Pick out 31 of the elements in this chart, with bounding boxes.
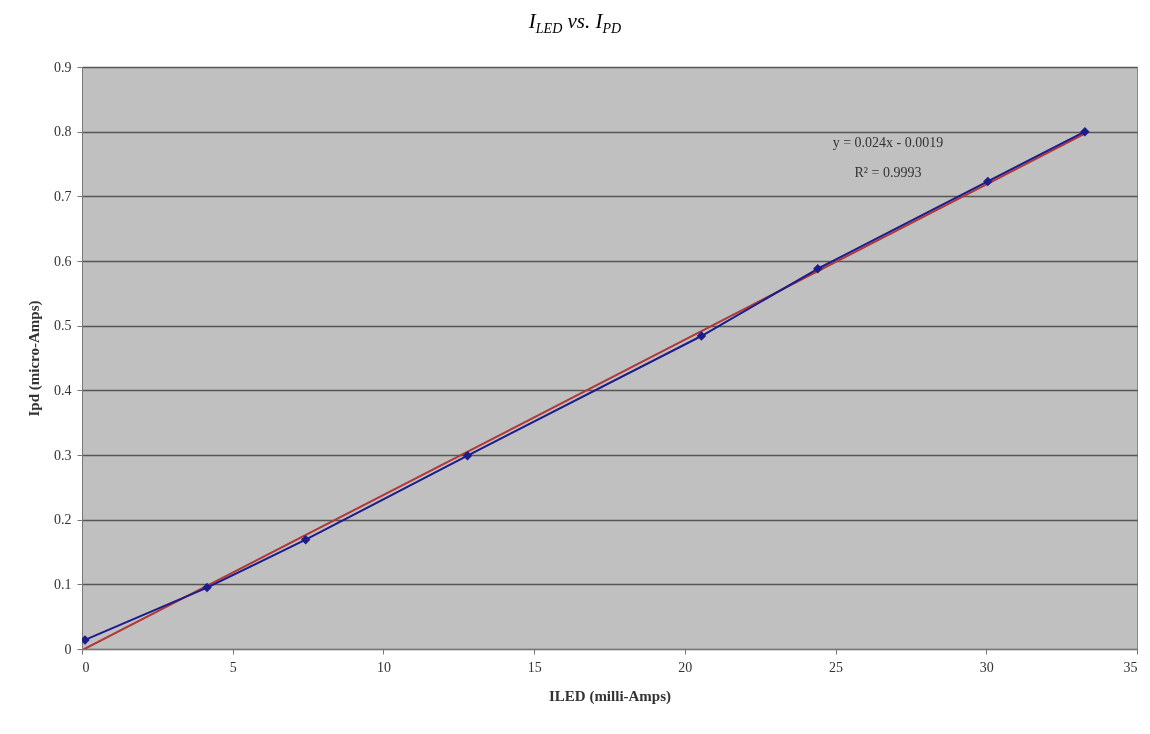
point [1080, 126, 1090, 137]
point [82, 635, 90, 645]
x-tick-label: 35 [1123, 659, 1138, 675]
annotation: y = 0.024x - 0.0019 [832, 135, 944, 150]
x-tick-label: 10 [376, 659, 391, 675]
x-tick-label: 0 [82, 659, 90, 675]
y-tick-label: 0.4 [54, 382, 72, 398]
x-tick-label: 30 [979, 659, 994, 675]
y-axis-title: Ipd (micro-Amps) [26, 300, 43, 417]
y-tick-label: 0.5 [54, 318, 72, 334]
point [983, 176, 993, 187]
point [696, 331, 707, 341]
point [202, 582, 212, 593]
x-tick-label: 25 [829, 659, 844, 675]
chart-title: I$_{LED}$ vs. I$_{PD}$ [527, 8, 623, 39]
point [462, 450, 473, 461]
y-tick-label: 0.2 [54, 512, 72, 528]
x-tick-label: 20 [678, 659, 693, 675]
x-tick-label: 15 [527, 659, 542, 675]
point [300, 534, 311, 545]
point [813, 264, 823, 274]
annotation: R² = 0.9993 [854, 165, 922, 180]
y-tick-label: 0 [64, 641, 72, 657]
y-tick-label: 0.1 [54, 576, 72, 592]
y-tick-label: 0.6 [54, 253, 72, 269]
y-tick-label: 0.3 [54, 447, 72, 463]
y-tick-label: 0.7 [54, 188, 72, 204]
x-axis-title: ILED (milli-Amps) [548, 687, 672, 705]
x-tick-label: 5 [229, 659, 237, 675]
y-tick-label: 0.9 [54, 59, 72, 75]
y-tick-label: 0.8 [54, 124, 72, 140]
